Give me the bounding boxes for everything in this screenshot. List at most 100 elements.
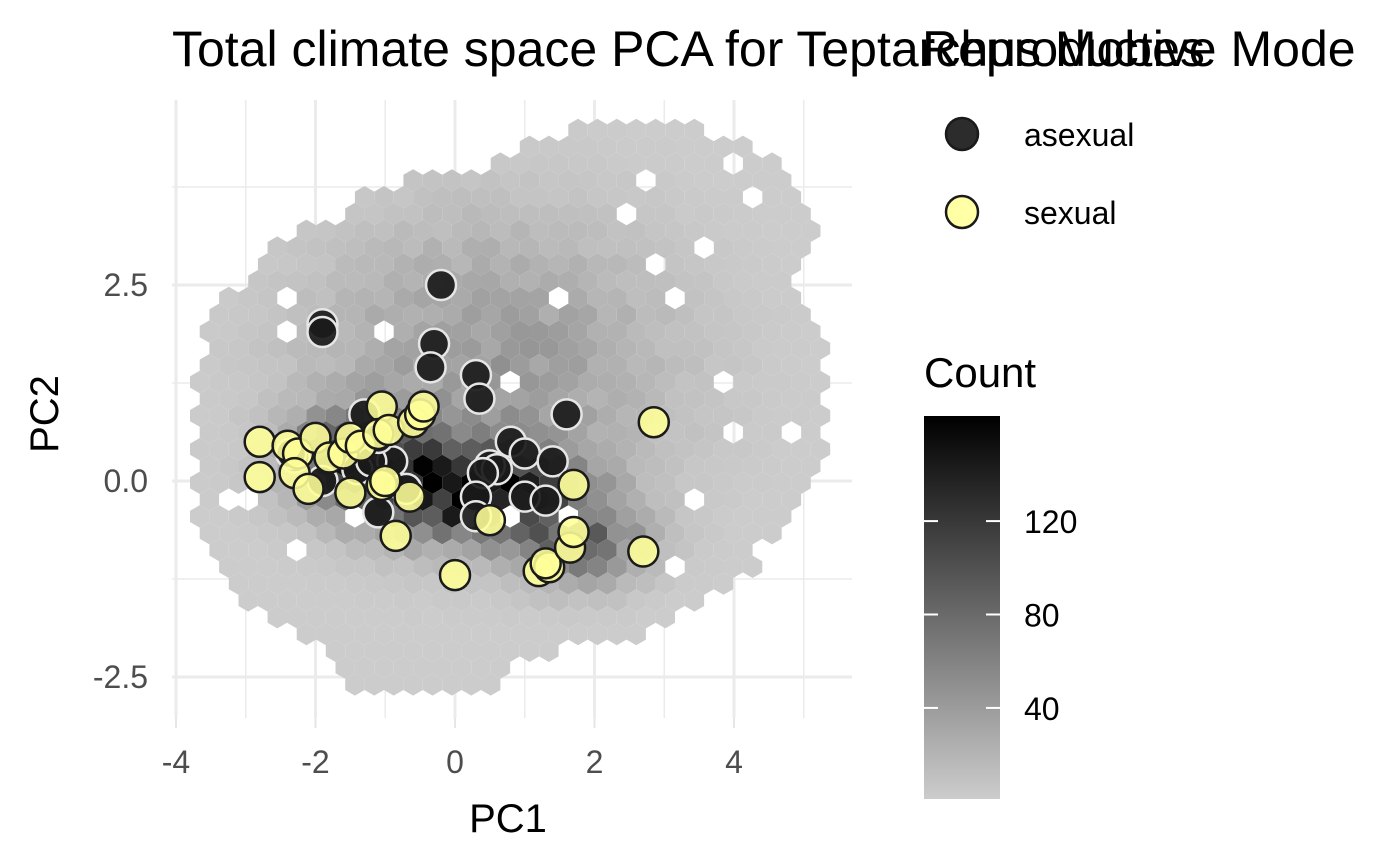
hexbin-cell: [257, 488, 278, 511]
hexbin-cell: [500, 404, 520, 427]
hexbin-cell: [393, 286, 414, 310]
hexbin-cell: [500, 572, 520, 595]
sexual-point: [627, 535, 660, 568]
hexbin-cell: [587, 286, 608, 310]
hexbin-cell: [354, 354, 375, 377]
points-layer: [243, 268, 671, 592]
hexbin-cell: [199, 320, 220, 343]
hexbin-cell: [335, 522, 355, 545]
hexbin-cell: [209, 471, 229, 494]
hexbin-cell: [723, 387, 743, 410]
sexual-point: [557, 468, 590, 502]
hexbin-cell: [432, 589, 452, 612]
hexbin-cell: [442, 370, 462, 394]
hexbin-cell: [461, 673, 481, 696]
hexbin-cell: [713, 135, 734, 158]
hexbin-cell: [384, 673, 404, 696]
hexbin-cell: [704, 152, 724, 175]
hexbin-cell: [316, 219, 336, 242]
hexbin-cell: [296, 522, 317, 545]
hexbin-cell: [762, 286, 782, 310]
hexbin-cell: [607, 253, 627, 276]
hexbin-cell: [228, 538, 249, 562]
hexbin-cell: [723, 454, 743, 478]
hexbin-cell: [636, 370, 656, 394]
hexbin-cell: [374, 589, 394, 612]
hexbin-cell: [791, 303, 811, 326]
hexbin-cell: [403, 673, 423, 696]
hexbin-cell: [374, 286, 394, 310]
hexbin-cell: [442, 303, 462, 326]
hexbin-cell: [257, 253, 278, 276]
hexbin-cell: [655, 505, 675, 528]
hexbin-cell: [558, 270, 578, 293]
hexbin-cell: [597, 135, 617, 158]
colorbar-ticks: 40 80 120: [924, 504, 1077, 727]
hexbin-cell: [655, 135, 675, 158]
hexbin-cell: [354, 253, 375, 276]
hexbin-cell: [733, 505, 753, 528]
hexbin-cell: [539, 135, 559, 158]
hexbin-cell: [432, 522, 452, 545]
hexbin-cell: [384, 202, 404, 226]
chart-title: Total climate space PCA for Teptarchus M…: [172, 21, 1205, 77]
sexual-point: [379, 519, 412, 553]
hexbin-cell: [684, 354, 705, 377]
hexbin-cell: [500, 270, 520, 293]
hexbin-cell: [335, 555, 355, 578]
hexbin-cell: [374, 622, 394, 646]
hexbin-cell: [694, 169, 714, 192]
hexbin-cell: [471, 186, 491, 209]
hexbin-cell: [558, 202, 578, 226]
hexbin-cell: [238, 354, 258, 377]
hexbin-cell: [626, 454, 646, 478]
hexbin-cell: [752, 471, 772, 494]
hexbin-cell: [704, 286, 724, 310]
hexbin-cell: [645, 118, 666, 142]
hexbin-cell: [481, 270, 501, 293]
hexbin-cell: [626, 320, 646, 343]
hexbin-cell: [316, 589, 336, 612]
hexbin-cell: [616, 572, 637, 595]
hexbin-cell: [335, 253, 355, 276]
hexbin-cell: [772, 202, 792, 226]
sexual-point: [292, 472, 325, 506]
hexbin-cell: [248, 538, 268, 562]
hexbin-cell: [781, 286, 802, 310]
hexbin-cell: [762, 522, 782, 545]
hexbin-cell: [490, 320, 511, 343]
hexbin-cell: [316, 253, 336, 276]
sexual-point: [243, 460, 276, 494]
hexbin-cell: [384, 639, 404, 662]
hexbin-cell: [451, 454, 472, 478]
hexbin-cell: [451, 421, 472, 444]
hexbin-cell: [675, 169, 695, 192]
hexbin-cell: [597, 370, 617, 394]
hexbin-cell: [325, 606, 346, 629]
hexbin-cell: [471, 656, 491, 679]
hexbin-cell: [781, 186, 802, 209]
hexbin-cell: [607, 589, 627, 612]
hexbin-cell: [519, 202, 540, 226]
hexbin-cell: [403, 169, 423, 192]
hexbin-cell: [267, 236, 287, 259]
hexbin-cell: [568, 253, 588, 276]
hexbin-cell: [539, 639, 559, 662]
hexbin-cell: [762, 454, 782, 478]
hexbin-cell: [471, 622, 491, 646]
hexbin-cell: [529, 152, 549, 175]
sexual-point: [334, 476, 367, 510]
hexbin-cell: [413, 555, 433, 578]
hexbin-cell: [451, 286, 472, 310]
hexbin-cell: [655, 303, 675, 326]
hexbin-cell: [694, 404, 714, 427]
hexbin-cell: [442, 505, 462, 528]
hexbin-cell: [655, 337, 675, 360]
hexbin-cell: [364, 572, 384, 595]
hexbin-cell: [257, 286, 278, 310]
hexbin-cell: [704, 522, 724, 545]
hexbin-cell: [645, 320, 666, 343]
hexbin-cell: [801, 320, 821, 343]
x-tick-label: 4: [725, 744, 743, 780]
hexbin-cell: [238, 387, 258, 410]
